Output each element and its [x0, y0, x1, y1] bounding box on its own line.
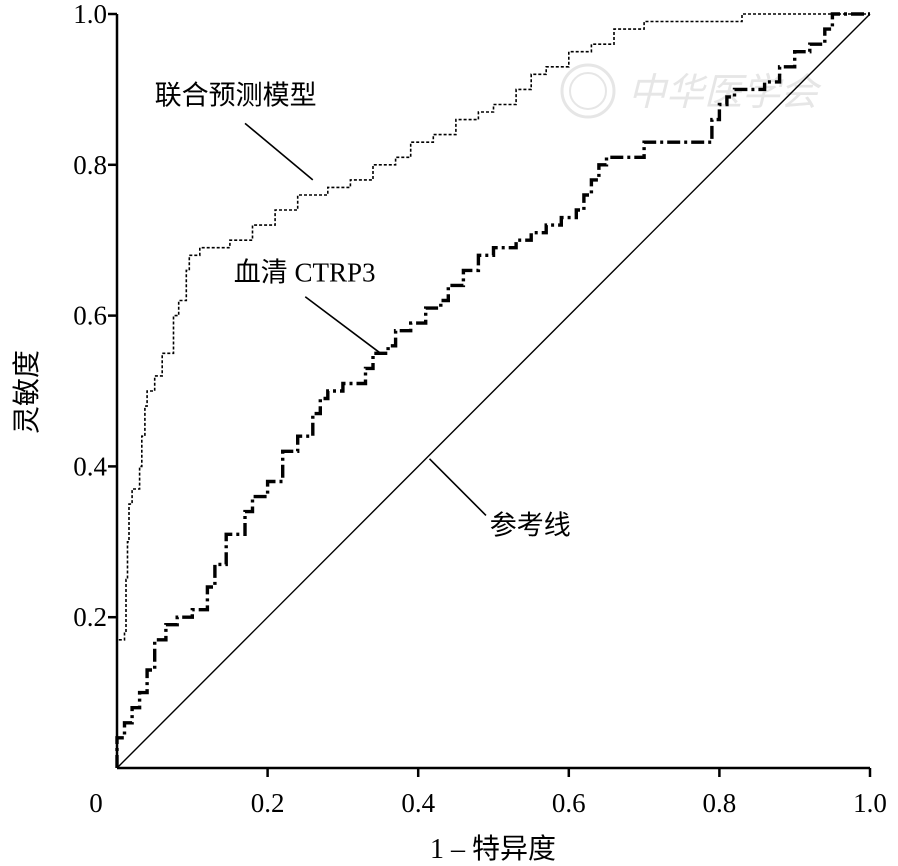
combined-model-roc-line — [116, 13, 870, 768]
y-axis-title: 灵敏度 — [11, 350, 43, 434]
x-tick-label: 0.2 — [251, 788, 285, 818]
x-axis-ticks: 0 0.2 0.4 0.6 0.8 1.0 — [89, 768, 887, 818]
y-tick-label: 0.2 — [73, 602, 107, 632]
x-tick-label: 0.8 — [703, 788, 737, 818]
y-tick-label: 0.6 — [73, 301, 107, 331]
x-tick-label: 0 — [89, 788, 103, 818]
leader-line — [244, 122, 314, 181]
y-tick-label: 1.0 — [73, 0, 107, 29]
x-axis-title: 1 – 特异度 — [430, 833, 556, 865]
x-tick-label: 0.4 — [401, 788, 435, 818]
label-ctrp3: 血清 CTRP3 — [234, 258, 376, 288]
y-axis-ticks: 0.2 0.4 0.6 0.8 1.0 — [73, 0, 117, 632]
x-tick-label: 1.0 — [853, 788, 887, 818]
label-reference-line: 参考线 — [490, 510, 571, 540]
watermark-text: 中华医学会 — [628, 72, 822, 114]
label-combined-model: 联合预测模型 — [155, 80, 317, 110]
x-tick-label: 0.6 — [552, 788, 586, 818]
y-tick-label: 0.8 — [73, 150, 107, 180]
axes: 0 0.2 0.4 0.6 0.8 1.0 0.2 0.4 0.6 0.8 1.0 — [73, 0, 887, 818]
y-tick-label: 0.4 — [73, 451, 107, 481]
leader-line — [304, 296, 382, 354]
series-layer — [115, 12, 871, 769]
watermark-logo: 中华医学会 — [560, 63, 822, 119]
leader-line — [428, 458, 487, 516]
ctrp3-roc-line — [115, 12, 870, 768]
reference-line — [116, 13, 871, 769]
